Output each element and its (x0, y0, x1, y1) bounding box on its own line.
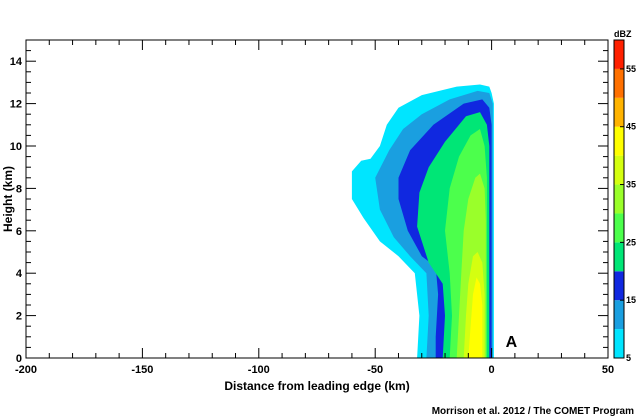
plot-area: -200 -150 -100 -50 0 50 0 2 4 6 8 10 12 14 A (10, 39, 614, 376)
colorbar-tick-label: 5 (626, 353, 631, 363)
contour-layer (351, 84, 494, 359)
colorbar-swatch (614, 40, 624, 69)
colorbar-ticks: 5 15 25 35 45 55 (620, 64, 636, 363)
y-tick-label: 2 (16, 311, 22, 323)
x-axis-ticks: -200 -150 -100 -50 0 50 (15, 40, 614, 376)
annotation-label-a: A (506, 334, 518, 351)
colorbar-tick-label: 25 (626, 237, 636, 247)
colorbar-swatches (613, 39, 625, 359)
colorbar-swatch (614, 242, 624, 272)
colorbar-swatch (614, 155, 624, 185)
x-tick-label: 0 (489, 364, 495, 376)
x-axis-label: Distance from leading edge (km) (224, 379, 409, 393)
colorbar-tick-label: 35 (626, 180, 636, 190)
y-tick-label: 12 (10, 99, 22, 111)
colorbar-swatch (614, 271, 624, 301)
plot-background (26, 40, 608, 358)
y-tick-label: 14 (10, 56, 23, 68)
y-axis-label: Height (km) (1, 166, 15, 232)
colorbar-swatch (614, 184, 624, 214)
colorbar-tick-label: 45 (626, 122, 636, 132)
colorbar-title: dBZ (614, 29, 632, 39)
colorbar-swatch (614, 329, 624, 358)
x-tick-label: -150 (131, 364, 153, 376)
x-tick-label: -100 (248, 364, 270, 376)
y-tick-label: 6 (16, 226, 22, 238)
colorbar: dBZ 5 15 25 35 45 55 (613, 29, 636, 363)
credit-text: Morrison et al. 2012 / The COMET Program (432, 406, 634, 417)
colorbar-swatch (614, 126, 624, 156)
x-tick-label: 50 (602, 364, 614, 376)
y-tick-label: 8 (16, 183, 22, 195)
y-axis-ticks: 0 2 4 6 8 10 12 14 (10, 39, 608, 365)
x-tick-label: -200 (15, 364, 37, 376)
y-tick-label: 10 (10, 141, 22, 153)
colorbar-frame (613, 39, 625, 359)
y-tick-label: 0 (16, 353, 22, 365)
colorbar-swatch (614, 300, 624, 330)
colorbar-swatch (614, 68, 624, 98)
colorbar-tick-label: 15 (626, 295, 636, 305)
colorbar-tick-label: 55 (626, 64, 636, 74)
colorbar-swatch (614, 213, 624, 243)
contour-40-dbz (468, 277, 483, 358)
x-tick-label: -50 (367, 364, 383, 376)
colorbar-swatch (614, 97, 624, 127)
y-tick-label: 4 (16, 268, 23, 280)
